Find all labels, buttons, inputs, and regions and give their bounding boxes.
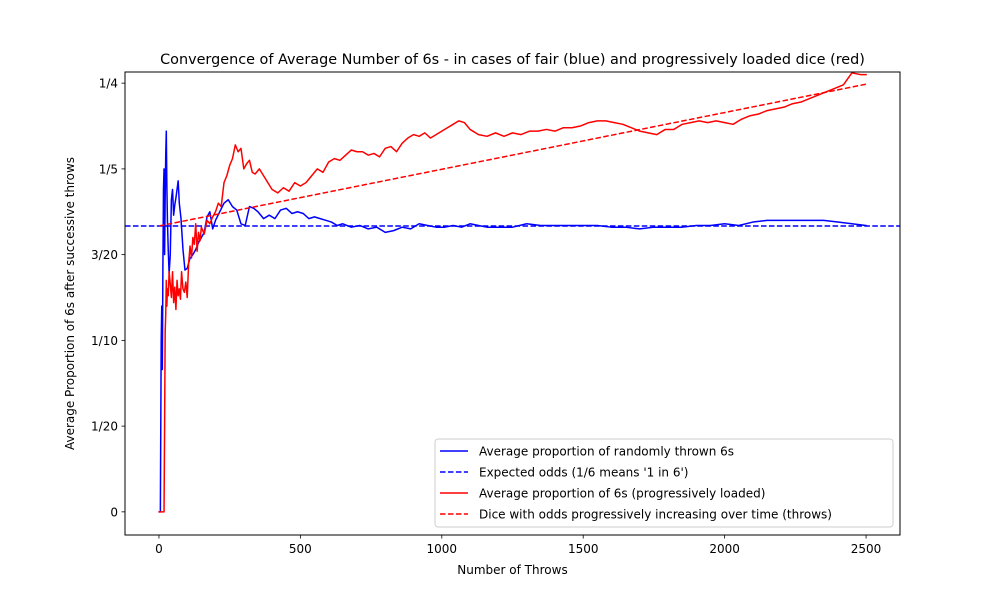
x-axis-label: Number of Throws (457, 563, 567, 577)
x-tick-label: 1500 (568, 542, 599, 556)
y-tick-label: 3/20 (91, 248, 118, 262)
x-tick-label: 1000 (427, 542, 458, 556)
series-line-2 (158, 72, 867, 513)
plot-frame (124, 71, 901, 536)
series-layer (125, 72, 900, 513)
legend-label-3: Dice with odds progressively increasing … (479, 508, 832, 522)
y-axis-label: Average Proportion of 6s after successiv… (63, 157, 77, 450)
y-tick-label: 1/4 (99, 77, 118, 91)
y-tick-label: 1/5 (99, 162, 118, 176)
legend: Average proportion of randomly thrown 6s… (434, 438, 894, 528)
y-tick-label: 1/10 (91, 334, 118, 348)
series-line-0 (158, 130, 867, 513)
x-tick-label: 500 (289, 542, 312, 556)
legend-label-2: Average proportion of 6s (progressively … (479, 487, 765, 501)
x-tick-label: 0 (155, 542, 163, 556)
y-tick-label: 0 (110, 505, 118, 519)
chart-title: Convergence of Average Number of 6s - in… (160, 52, 865, 68)
y-axis: 0 1/20 1/10 3/20 1/5 1/4 (91, 77, 125, 519)
x-tick-label: 2500 (851, 542, 882, 556)
x-tick-label: 2000 (709, 542, 740, 556)
x-axis: 0 500 1000 1500 2000 2500 (155, 535, 881, 556)
y-tick-label: 1/20 (91, 420, 118, 434)
legend-label-0: Average proportion of randomly thrown 6s (479, 445, 734, 459)
legend-box (434, 438, 894, 528)
series-line-3 (158, 83, 867, 227)
legend-label-1: Expected odds (1/6 means '1 in 6') (479, 466, 688, 480)
